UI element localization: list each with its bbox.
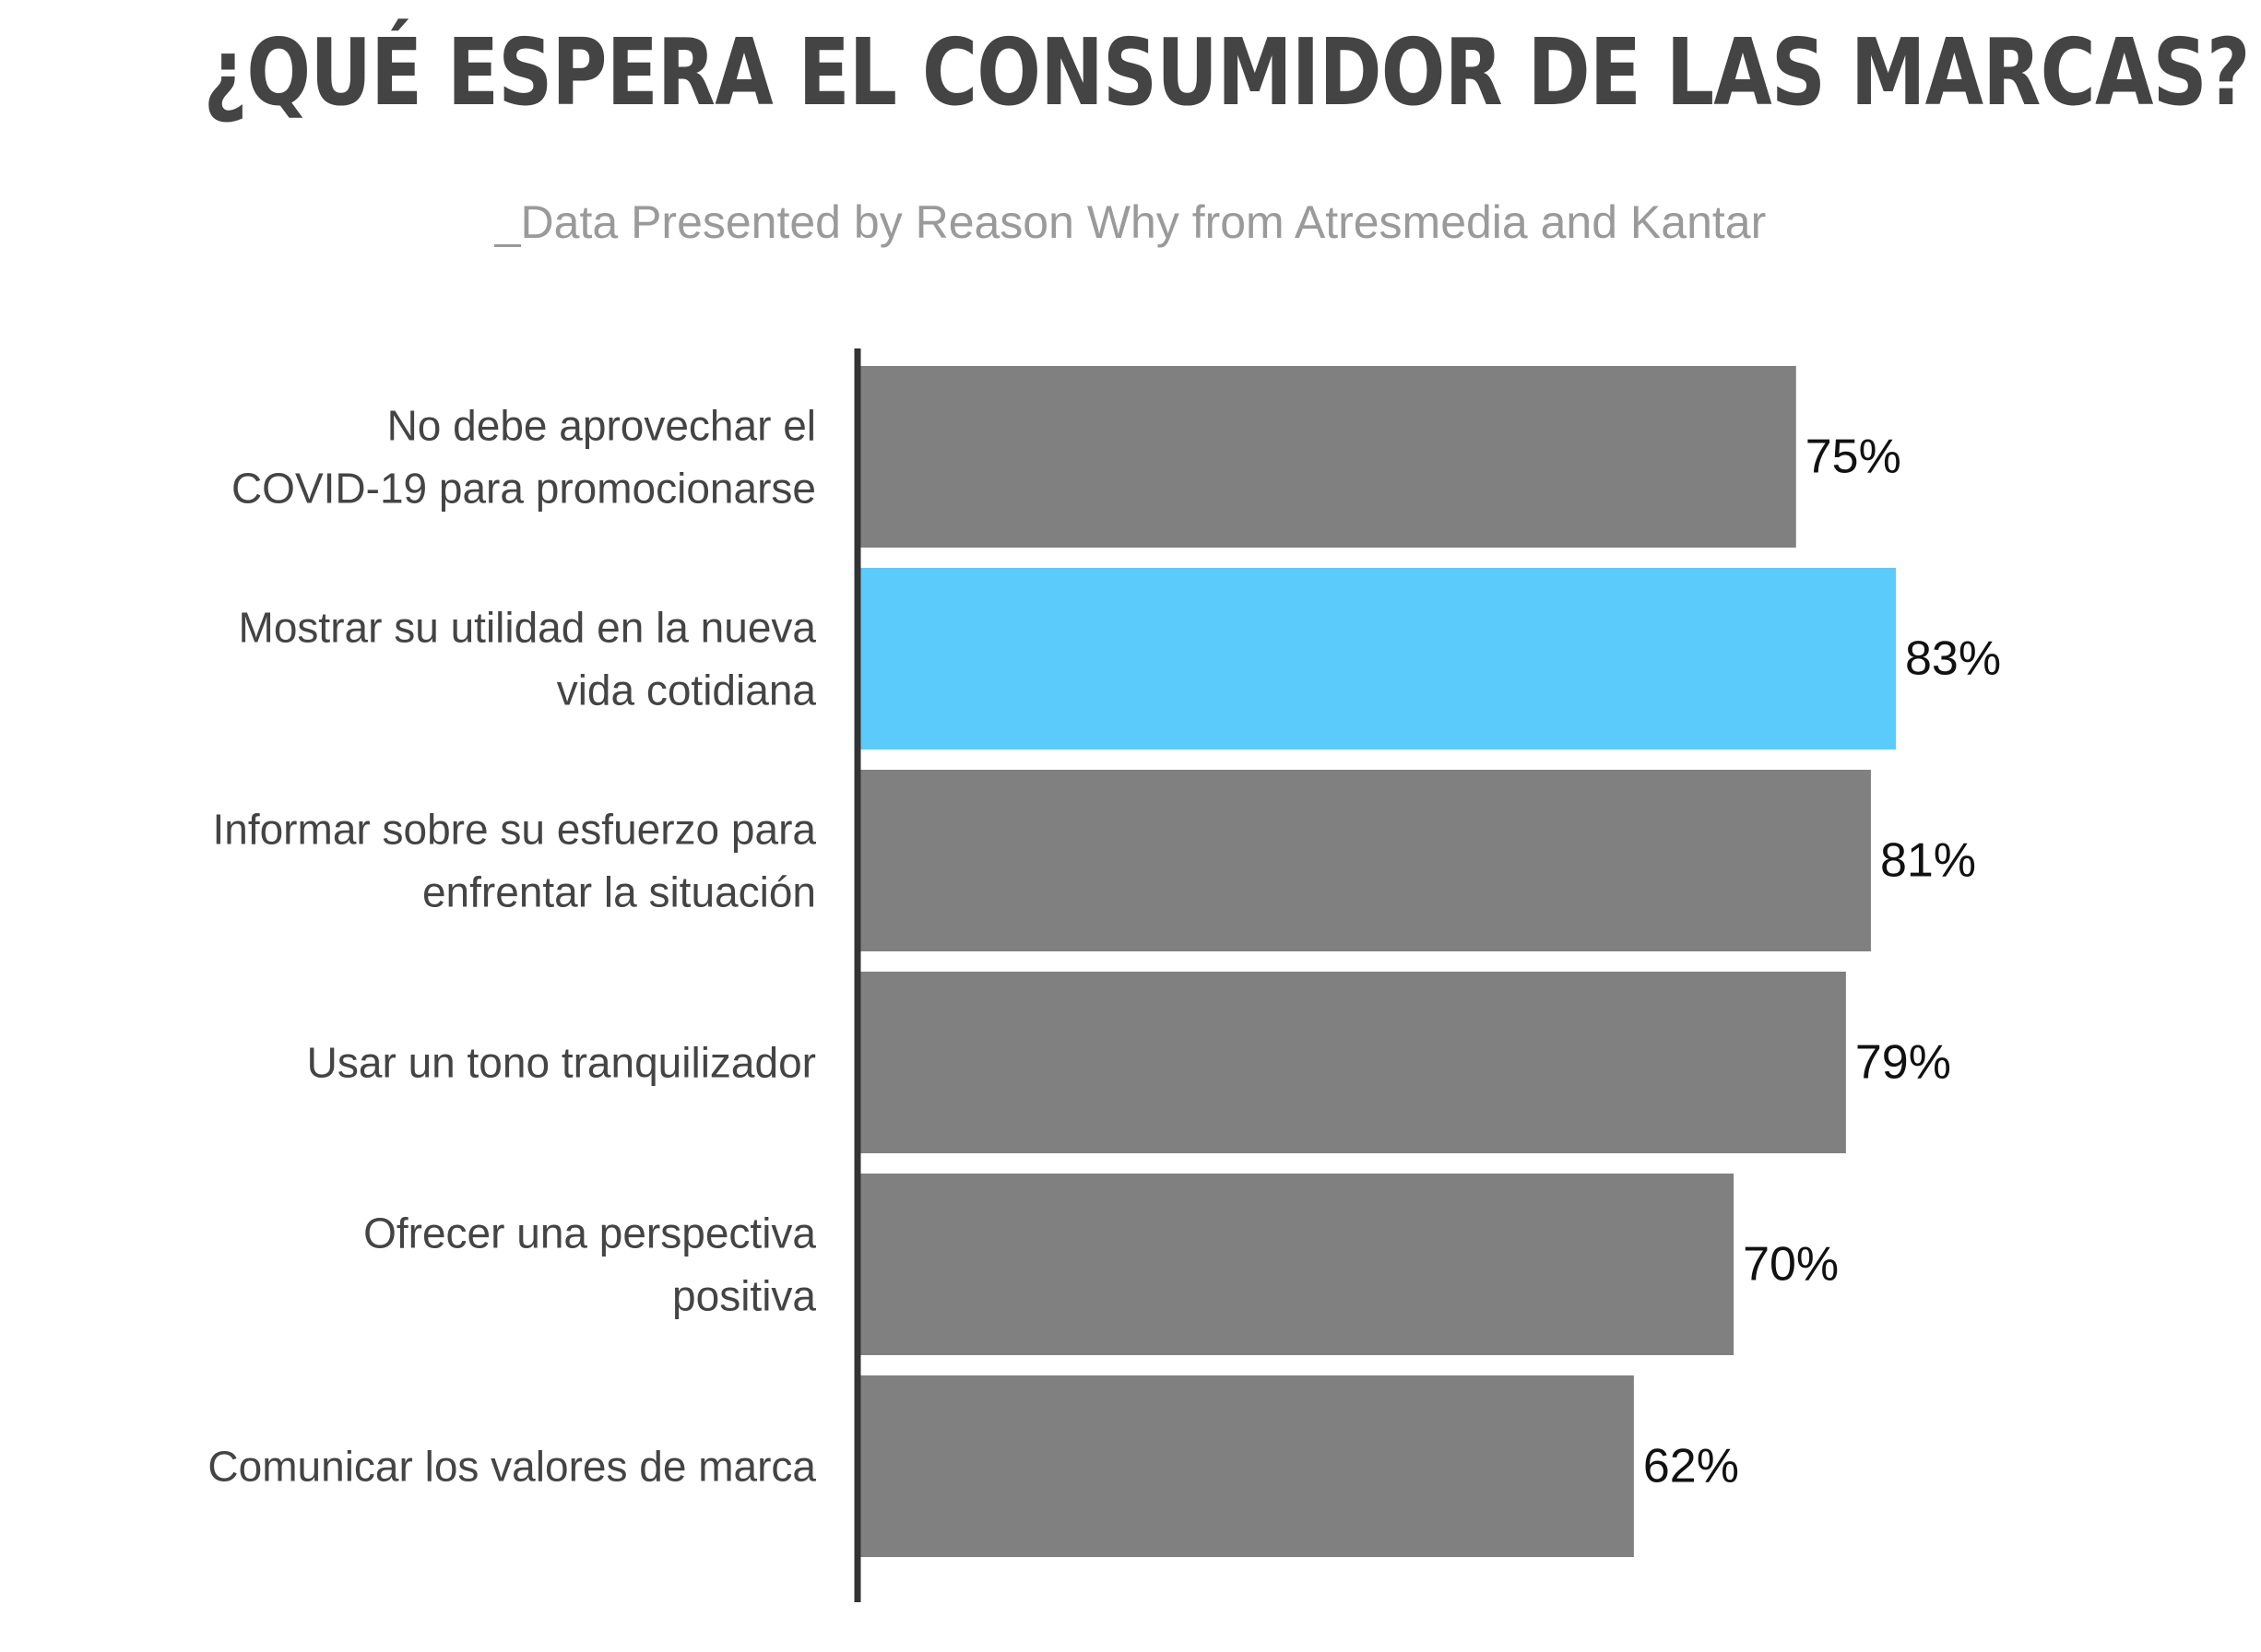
chart-title: ¿QUÉ ESPERA EL CONSUMIDOR DE LAS MARCAS?	[203, 18, 2251, 126]
category-label-line: No debe aprovechar el	[387, 402, 816, 450]
category-label-1: No debe aprovechar el COVID-19 para promo…	[231, 402, 816, 513]
bar-3	[860, 770, 1871, 951]
data-label-1: 75%	[1805, 431, 1901, 484]
chart-subtitle: _Data Presented by Reason Why from Atres…	[494, 196, 1767, 248]
data-label-6: 62%	[1643, 1440, 1739, 1493]
category-label-line: positiva	[672, 1272, 816, 1320]
data-label-4: 79%	[1855, 1036, 1951, 1090]
data-label-2: 83%	[1905, 632, 2001, 686]
category-label-5: Ofrecer una perspectiva positiva	[363, 1210, 816, 1320]
category-label-line: Ofrecer una perspectiva	[363, 1210, 816, 1257]
bar-5	[860, 1174, 1734, 1355]
data-label-5: 70%	[1743, 1238, 1839, 1292]
category-label-line: Usar un tono tranquilizador	[307, 1039, 816, 1087]
category-label-line: Mostrar su utilidad en la nueva	[239, 604, 817, 652]
category-label-line: enfrentar la situación	[422, 868, 816, 916]
category-label-6: Comunicar los valores de marca	[207, 1443, 816, 1491]
category-label-4: Usar un tono tranquilizador	[307, 1039, 816, 1087]
data-label-3: 81%	[1880, 834, 1976, 888]
category-label-line: COVID-19 para promocionarse	[231, 465, 816, 513]
bar-2	[860, 568, 1896, 749]
category-label-3: Informar sobre su esfuerzo para enfrentar…	[212, 806, 816, 916]
category-label-line: Comunicar los valores de marca	[207, 1443, 816, 1491]
category-label-line: vida cotidiana	[557, 667, 817, 714]
bar-1	[860, 366, 1796, 548]
bar-6	[860, 1375, 1634, 1557]
bar-4	[860, 972, 1846, 1153]
category-label-line: Informar sobre su esfuerzo para	[212, 806, 816, 854]
category-label-2: Mostrar su utilidad en la nueva vida coti…	[239, 604, 817, 714]
